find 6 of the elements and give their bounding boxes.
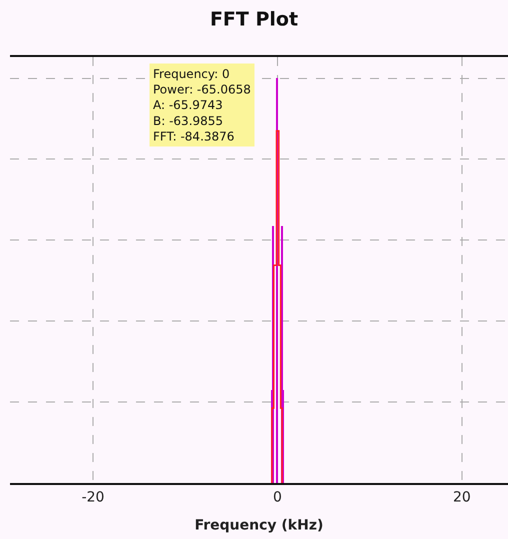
annotation: Frequency: 0 Power: -65.0658 A: -65.9743 B: -63.9855 FFT: -84.3876 bbox=[153, 67, 251, 144]
chart-title: FFT Plot bbox=[210, 8, 298, 31]
x-tick-label: -20 bbox=[82, 490, 104, 506]
x-tick-label: 20 bbox=[452, 490, 471, 506]
x-axis-title: Frequency (kHz) bbox=[194, 517, 324, 534]
x-tick-label: 0 bbox=[272, 490, 282, 506]
